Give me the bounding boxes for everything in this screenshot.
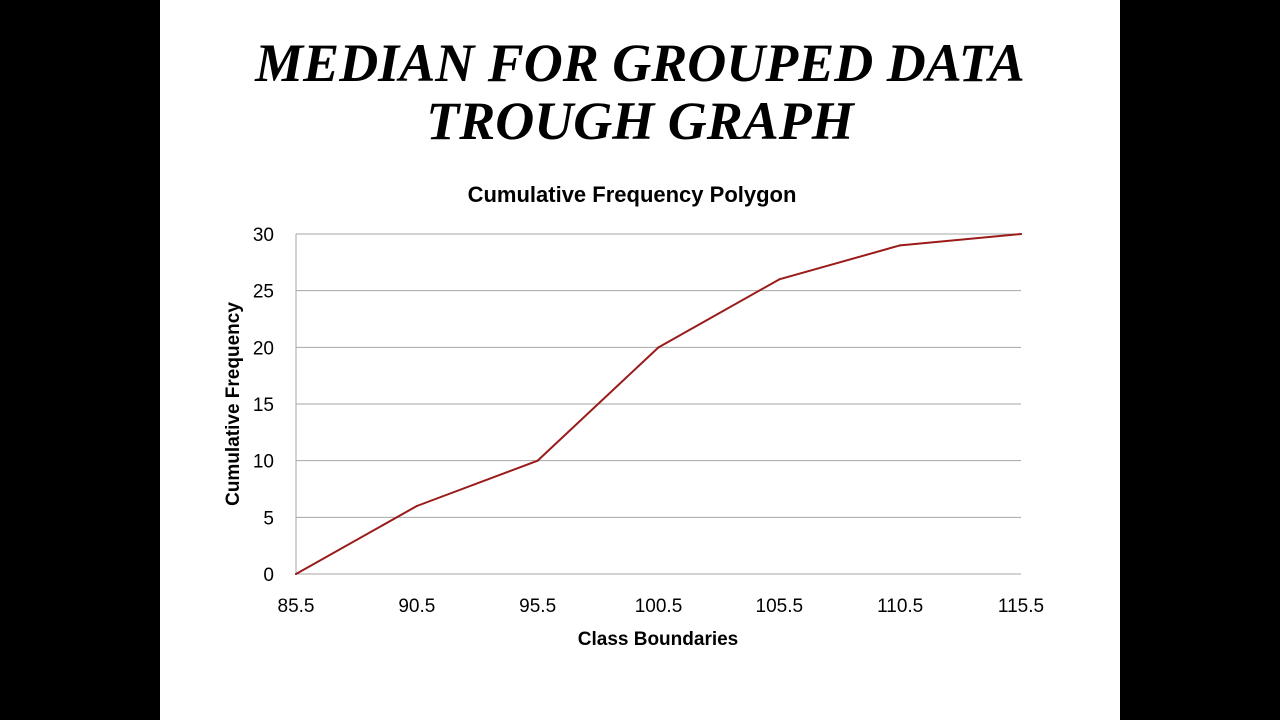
y-axis-label: Cumulative Frequency: [223, 302, 244, 506]
data-point: [778, 278, 781, 281]
y-tick-label: 15: [253, 395, 274, 416]
series-segment: [295, 505, 418, 575]
series-segment: [415, 459, 539, 507]
slide: MEDIAN FOR GROUPED DATA TROUGH GRAPH Cum…: [160, 0, 1120, 720]
data-point: [657, 346, 660, 349]
y-tick-label: 20: [253, 338, 274, 359]
series-segment: [899, 233, 1022, 247]
y-tick-label: 10: [253, 452, 274, 473]
slide-title-line-2: TROUGH GRAPH: [426, 91, 854, 151]
x-tick-label: 105.5: [756, 596, 804, 617]
x-tick-label: 95.5: [519, 596, 556, 617]
x-tick-label: 85.5: [278, 596, 315, 617]
x-axis-label: Class Boundaries: [578, 629, 739, 650]
x-tick-label: 110.5: [877, 596, 923, 617]
x-tick-label: 115.5: [998, 596, 1044, 617]
slide-title-line-1: MEDIAN FOR GROUPED DATA: [255, 33, 1025, 93]
data-point: [295, 573, 297, 575]
x-tick-label: 100.5: [635, 596, 683, 617]
series-segment: [778, 244, 902, 281]
data-point: [899, 244, 902, 247]
series-segment: [657, 278, 781, 349]
data-point: [415, 505, 418, 507]
cumulative-frequency-chart: Cumulative Frequency Polygon Class Bound…: [223, 182, 1044, 650]
y-tick-label: 0: [263, 565, 274, 586]
y-tick-label: 30: [253, 225, 274, 246]
x-tick-label: 90.5: [398, 596, 435, 617]
y-tick-label: 25: [253, 282, 274, 303]
y-tick-label: 5: [263, 508, 274, 529]
data-point: [536, 459, 539, 462]
chart-title: Cumulative Frequency Polygon: [468, 182, 797, 207]
data-point: [1020, 233, 1022, 235]
series-segment: [536, 346, 660, 462]
